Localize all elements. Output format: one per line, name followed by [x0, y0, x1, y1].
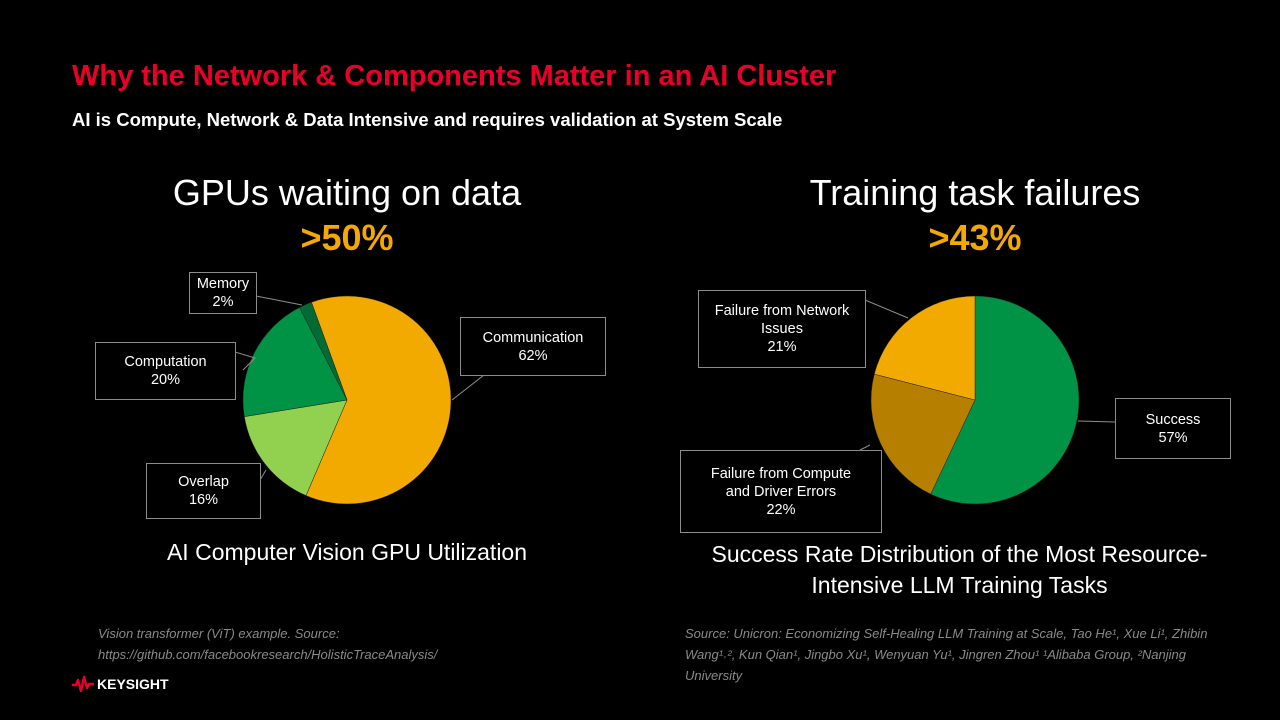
slice-label: Failure from Compute and Driver Errors: [710, 465, 852, 500]
callout-compute-failure: Failure from Compute and Driver Errors 2…: [680, 450, 882, 533]
pie-slice-communication: [305, 295, 452, 505]
right-chart-stat: >43%: [928, 217, 1022, 258]
slide-subtitle: AI is Compute, Network & Data Intensive …: [72, 109, 783, 130]
pie-slice-computation: [242, 307, 348, 417]
callout-network-failure: Failure from Network Issues 21%: [698, 290, 866, 368]
slice-value: 16%: [188, 492, 219, 508]
callout-overlap: Overlap 16%: [146, 463, 261, 519]
leader-line: [451, 374, 486, 401]
pie-slice-failure-from-network-issues: [873, 295, 976, 401]
pie-slice-overlap: [244, 399, 348, 496]
source-line[interactable]: https://github.com/facebookresearch/Holi…: [98, 647, 438, 662]
slice-value: 2%: [212, 294, 234, 310]
keysight-logo: KEYSIGHT: [72, 676, 169, 692]
pie-slice-failure-from-compute-and-driver-errors: [870, 373, 976, 495]
pie-slice-success: [930, 295, 1080, 505]
slice-value: 57%: [1158, 429, 1188, 446]
left-source: Vision transformer (ViT) example. Source…: [98, 623, 437, 665]
slice-label: Success: [1145, 411, 1201, 428]
right-pie: [870, 295, 1080, 505]
callout-communication: Communication 62%: [460, 317, 606, 376]
leader-line: [859, 444, 871, 451]
slice-label: Memory: [196, 276, 250, 292]
source-line: Vision transformer (ViT) example. Source…: [98, 626, 340, 641]
slide-title: Why the Network & Components Matter in a…: [72, 60, 837, 92]
leader-lines: [234, 295, 1116, 481]
slice-value: 22%: [766, 501, 796, 518]
slice-label: Computation: [124, 354, 207, 370]
callout-success: Success 57%: [1115, 398, 1231, 459]
left-chart-stat: >50%: [300, 217, 394, 258]
leader-line: [864, 299, 909, 319]
right-chart-caption: Success Rate Distribution of the Most Re…: [711, 541, 1208, 598]
leader-line: [255, 295, 303, 306]
leader-line: [234, 351, 256, 371]
slice-value: 20%: [150, 372, 181, 388]
left-chart-title: GPUs waiting on data: [172, 172, 522, 213]
slice-value: 62%: [518, 347, 548, 364]
left-pie: [242, 295, 452, 505]
keysight-wave-icon: [72, 676, 94, 692]
leader-line: [259, 469, 267, 481]
slice-value: 21%: [767, 339, 797, 355]
left-chart-caption: AI Computer Vision GPU Utilization: [166, 539, 528, 565]
logo-text: KEYSIGHT: [97, 676, 169, 692]
slice-label: Communication: [482, 329, 584, 346]
right-chart-title: Training task failures: [809, 172, 1141, 213]
slice-label: Overlap: [178, 474, 229, 490]
callout-memory: Memory 2%: [189, 272, 257, 314]
leader-line: [1077, 420, 1116, 423]
pie-slice-memory: [299, 301, 348, 401]
callout-computation: Computation 20%: [95, 342, 236, 400]
right-source: Source: Unicron: Economizing Self-Healin…: [685, 626, 1208, 683]
slice-label: Failure from Network Issues: [714, 303, 850, 337]
